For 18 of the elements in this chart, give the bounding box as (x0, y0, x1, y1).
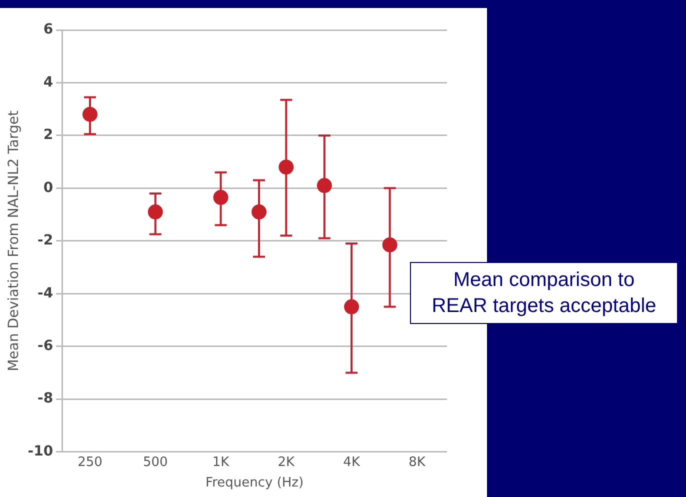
y-tick-label: 6 (43, 22, 54, 38)
annotation: Mean comparison to REAR targets acceptable (410, 262, 678, 324)
y-tick-label: 4 (43, 74, 54, 90)
y-tick-label: -4 (38, 285, 54, 302)
y-tick-label: 0 (43, 180, 54, 196)
y-tick-label: -6 (38, 338, 54, 354)
x-axis-title: Frequency (Hz) (206, 476, 304, 491)
x-tick-label: 8K (408, 454, 426, 470)
x-tick-label: 250 (78, 454, 102, 470)
x-tick-label: 500 (142, 454, 168, 470)
x-tick-label: 2K (278, 454, 296, 470)
y-tick-label: -8 (38, 390, 54, 407)
y-tick-label: 2 (43, 127, 54, 144)
y-tick-label: -10 (28, 443, 54, 460)
y-tick-label: -2 (38, 232, 54, 249)
y-axis-title: Mean Deviation From NAL-NL2 Target (6, 110, 22, 372)
x-tick-label: 1K (212, 454, 230, 470)
x-tick-label: 4K (343, 454, 360, 470)
